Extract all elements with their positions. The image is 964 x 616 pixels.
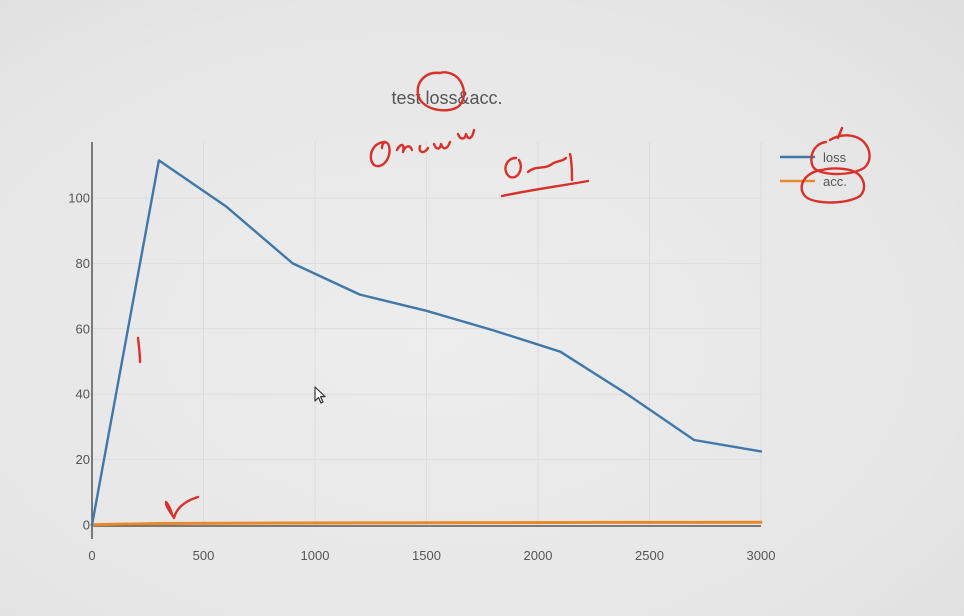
x-tick-label: 2000	[524, 548, 553, 563]
y-tick-label: 100	[68, 191, 90, 206]
y-tick-label: 0	[83, 518, 90, 533]
y-tick-label: 40	[76, 387, 90, 402]
y-tick-label: 80	[76, 256, 90, 271]
handwritten-0-to-w	[369, 128, 476, 168]
legend-label: acc.	[823, 174, 847, 189]
chart-title: test loss&acc.	[391, 88, 502, 108]
x-tick-label: 1000	[301, 548, 330, 563]
circle-around-loss-legend	[810, 126, 871, 176]
x-axis-ticks: 0 500 1000 1500 2000 2500 3000	[88, 548, 775, 563]
handwritten-1-on-loss	[136, 336, 142, 364]
grid	[92, 142, 762, 525]
x-tick-label: 3000	[747, 548, 776, 563]
y-axis-ticks: 0 20 40 60 80 100	[68, 191, 90, 533]
x-tick-label: 2500	[635, 548, 664, 563]
y-tick-label: 20	[76, 452, 90, 467]
x-tick-label: 500	[193, 548, 215, 563]
legend[interactable]: loss acc.	[780, 150, 847, 189]
x-tick-label: 1500	[412, 548, 441, 563]
handwritten-annotations	[136, 71, 871, 520]
axes	[91, 142, 761, 539]
series-line-loss	[90, 159, 763, 527]
mouse-cursor-icon	[314, 386, 326, 404]
legend-item-acc[interactable]: acc.	[780, 174, 847, 189]
circle-around-acc-legend	[800, 167, 866, 204]
circle-around-loss-in-title	[416, 71, 465, 112]
y-tick-label: 60	[76, 321, 90, 336]
handwritten-r-on-acc	[164, 495, 200, 520]
legend-item-loss[interactable]: loss	[780, 150, 847, 165]
series	[90, 159, 763, 527]
x-tick-label: 0	[88, 548, 95, 563]
handwritten-0-to-1	[500, 152, 590, 198]
series-line-acc	[90, 520, 763, 527]
legend-label: loss	[823, 150, 847, 165]
